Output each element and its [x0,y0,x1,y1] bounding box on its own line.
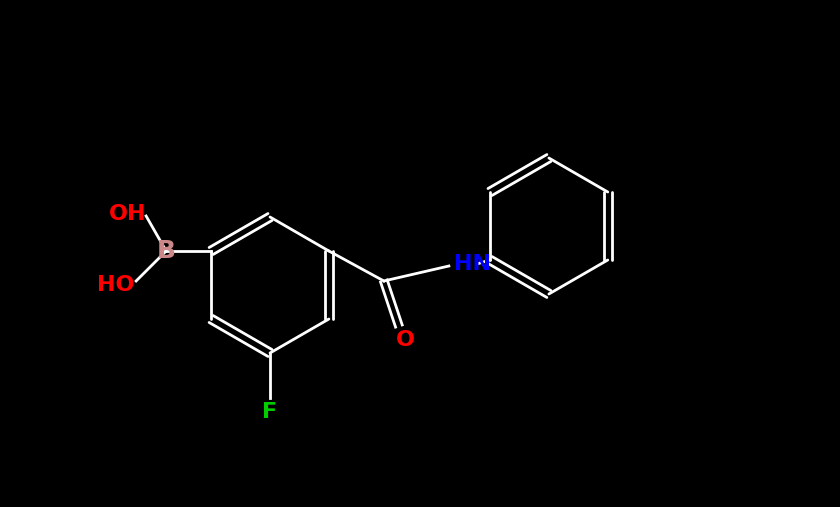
Text: O: O [396,330,414,350]
Text: OH: OH [109,204,147,224]
Text: B: B [156,239,176,263]
Text: HN: HN [454,254,491,274]
Text: HO: HO [97,275,135,295]
Text: F: F [262,402,277,422]
